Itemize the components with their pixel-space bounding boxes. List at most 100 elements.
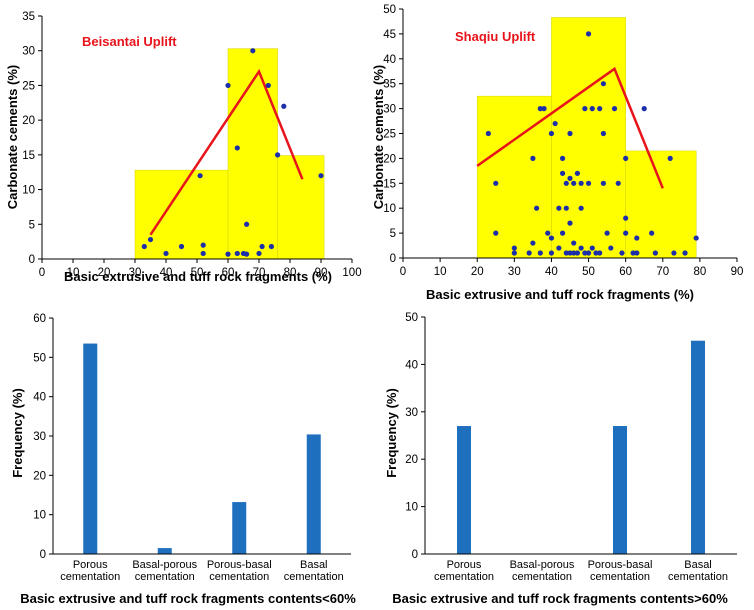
y-tick-label: 25 xyxy=(22,80,35,92)
category-label: Porous xyxy=(447,559,482,571)
data-point xyxy=(574,250,581,256)
category-label: cementation xyxy=(590,571,650,583)
x-axis-title: Basic extrusive and tuff rock fragments … xyxy=(64,269,332,284)
data-point xyxy=(225,82,231,89)
y-axis-title: Carbonate cements (%) xyxy=(371,65,386,209)
data-point xyxy=(608,245,614,251)
data-point xyxy=(259,243,265,250)
x-tick-label: 90 xyxy=(731,266,744,278)
y-tick-label: 30 xyxy=(22,46,35,58)
frequency-bar xyxy=(157,548,172,554)
y-tick-label: 50 xyxy=(383,4,396,16)
y-tick-label: 20 xyxy=(33,470,46,482)
data-point xyxy=(682,250,688,256)
data-point xyxy=(563,250,569,256)
data-point xyxy=(589,106,595,112)
x-tick-label: 100 xyxy=(342,267,361,279)
data-point xyxy=(552,120,558,127)
data-point xyxy=(147,236,154,243)
y-tick-label: 50 xyxy=(405,312,418,324)
histogram-bar xyxy=(551,17,626,259)
trend-line xyxy=(149,68,304,236)
y-tick-label: 0 xyxy=(390,253,396,265)
data-point xyxy=(559,170,566,176)
data-point xyxy=(281,103,287,109)
y-tick-label: 15 xyxy=(383,178,396,190)
data-point xyxy=(600,180,607,186)
data-point xyxy=(526,250,532,256)
data-point xyxy=(567,250,573,256)
y-tick-label: 5 xyxy=(390,228,396,240)
y-tick-label: 30 xyxy=(383,104,396,116)
category-label: cementation xyxy=(60,571,120,583)
data-point xyxy=(585,250,592,256)
data-point xyxy=(548,130,555,137)
histogram-bar xyxy=(625,150,697,259)
y-tick-label: 40 xyxy=(405,359,418,371)
panel-frequency-bar-lt60: PorouscementationBasal-porouscementation… xyxy=(10,313,356,606)
y-tick-label: 0 xyxy=(40,549,46,561)
data-point xyxy=(652,250,658,256)
y-axis-title: Frequency (%) xyxy=(384,388,399,478)
x-tick-label: 30 xyxy=(129,267,142,279)
y-tick-label: 10 xyxy=(22,185,35,197)
y-tick-label: 45 xyxy=(383,29,396,41)
y-tick-label: 20 xyxy=(405,454,418,466)
data-point xyxy=(537,106,543,112)
data-point xyxy=(693,235,699,241)
data-point xyxy=(623,155,629,161)
data-point xyxy=(244,251,250,257)
data-point xyxy=(225,251,231,257)
category-label: cementation xyxy=(135,571,195,583)
data-point xyxy=(571,250,577,256)
data-point xyxy=(537,250,543,256)
category-label: Basal xyxy=(684,559,712,571)
y-tick-label: 10 xyxy=(405,502,418,514)
frequency-bar xyxy=(613,426,627,554)
x-tick-label: 0 xyxy=(39,267,45,279)
category-label: Porous xyxy=(73,559,108,571)
histogram-bar xyxy=(277,155,325,260)
data-point xyxy=(578,205,584,211)
data-point xyxy=(623,230,629,236)
data-point xyxy=(559,155,566,161)
x-tick-label: 0 xyxy=(400,266,406,278)
x-tick-label: 40 xyxy=(545,266,558,278)
data-point xyxy=(593,250,599,256)
data-point xyxy=(667,155,673,161)
data-point xyxy=(634,235,640,241)
data-point xyxy=(563,205,569,211)
data-point xyxy=(530,155,536,161)
y-tick-label: 5 xyxy=(29,219,35,231)
x-tick-label: 20 xyxy=(471,266,484,278)
category-label: Basal-porous xyxy=(510,559,575,571)
category-label: Basal-porous xyxy=(132,559,197,571)
data-point xyxy=(623,215,629,221)
y-tick-label: 40 xyxy=(33,392,46,404)
y-axis-title: Carbonate cements (%) xyxy=(5,65,20,209)
data-point xyxy=(548,250,555,256)
x-tick-label: 80 xyxy=(284,267,297,279)
data-point xyxy=(604,230,610,236)
data-point xyxy=(265,82,271,89)
x-tick-label: 10 xyxy=(434,266,447,278)
data-point xyxy=(244,221,250,227)
data-point xyxy=(275,152,281,158)
data-point xyxy=(200,242,206,248)
data-point xyxy=(178,243,185,250)
category-label: cementation xyxy=(668,571,728,583)
data-point xyxy=(582,250,588,256)
data-point xyxy=(548,235,555,241)
data-point xyxy=(615,180,621,186)
data-point xyxy=(589,245,595,251)
y-tick-label: 50 xyxy=(33,352,46,364)
data-point xyxy=(619,250,625,256)
data-point xyxy=(485,130,491,137)
panel-title: Beisantai Uplift xyxy=(82,34,177,49)
data-point xyxy=(574,170,581,176)
data-point xyxy=(556,205,562,211)
category-label: cementation xyxy=(209,571,269,583)
data-point xyxy=(582,106,588,112)
x-tick-label: 40 xyxy=(160,267,173,279)
